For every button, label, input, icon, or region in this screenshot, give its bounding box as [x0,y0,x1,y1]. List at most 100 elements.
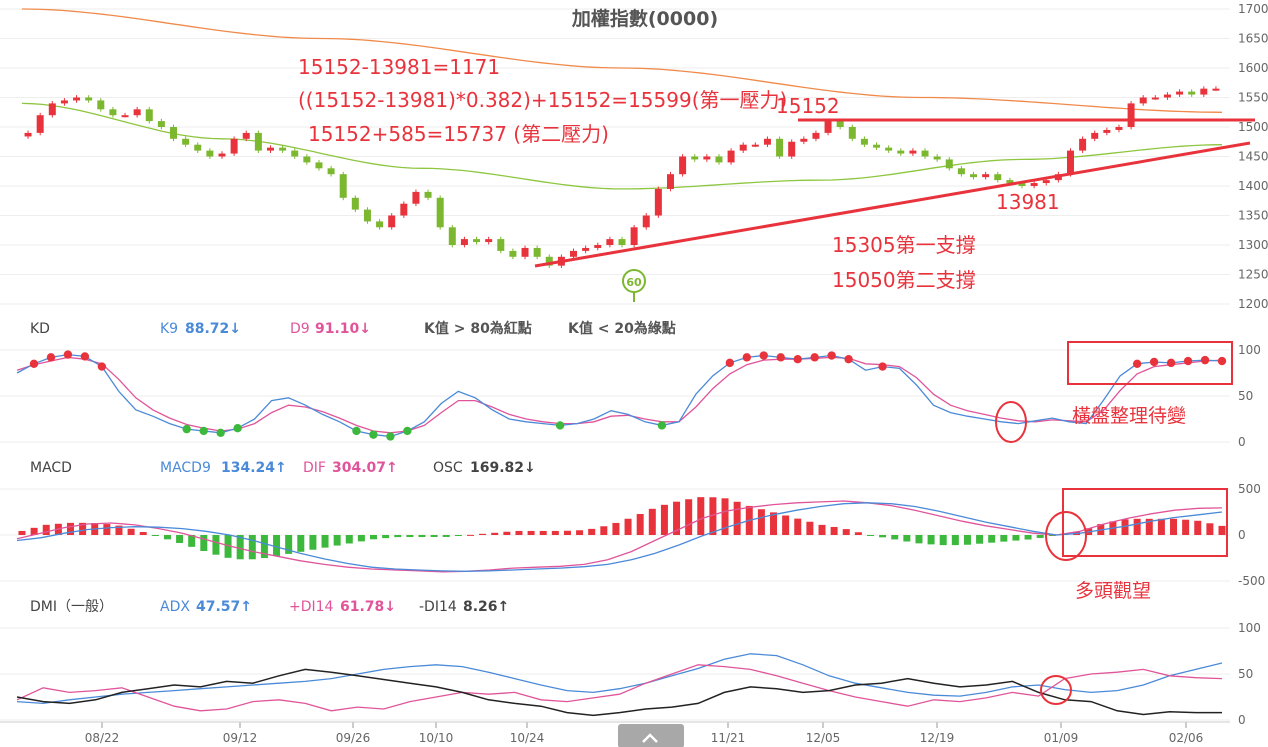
candle [279,145,287,153]
candle-body [679,156,687,175]
candle-body [412,191,420,204]
candle-body [606,239,614,245]
osc-bar [103,524,111,535]
candle-body [630,227,638,245]
osc-bar [903,535,911,542]
candle-body [121,115,129,118]
candle-body [48,103,56,116]
osc-bar [976,535,984,544]
osc-bar [1194,520,1202,535]
candle-body [1103,129,1111,133]
candle [703,154,711,162]
marker-60-text: 60 [626,276,642,289]
price-tick-label: 16500 [1238,32,1268,46]
dif-label: DIF [303,460,326,476]
candle [291,148,299,159]
candle [1212,86,1220,92]
candle-body [109,109,117,116]
candle [921,148,929,159]
macd-panel: MACD MACD9 134.24↑ DIF 304.07↑ OSC 169.8… [16,460,1265,602]
kd-red-dot [97,362,107,371]
scroll-up-button[interactable] [618,724,684,747]
kd-red-dot [1132,359,1142,368]
x-tick-label: 10/10 [419,731,454,745]
candle [885,145,893,153]
kd-red-dot [759,351,768,360]
candle-body [824,121,832,133]
candle [654,186,662,218]
price-tick-label: 15000 [1238,120,1268,134]
kd-red-dot [810,353,819,362]
kd-red-dot [63,350,73,359]
osc-bar [1157,518,1165,535]
candle [412,189,420,207]
candle [873,142,881,151]
osc-bar [1012,535,1020,541]
candle [1115,124,1123,133]
osc-bar [236,535,244,560]
candle [485,236,493,245]
candle-body [1042,180,1050,184]
osc-bar [212,535,220,555]
x-tick-label: 12/19 [920,731,955,745]
mdi-label: -DI14 [419,599,457,615]
candle [606,236,614,248]
candle [509,248,517,260]
candle [1151,95,1159,100]
kd-green-dot [233,424,242,433]
candle-body [1018,183,1026,186]
candle-body [618,239,626,245]
peak-label: 15152 [776,94,840,118]
candle [400,201,408,218]
osc-bar [576,530,584,535]
candle-body [533,247,541,257]
osc-bar [491,532,499,535]
osc-bar [418,535,426,538]
kd-red-dot [725,358,735,368]
price-y-axis: 17000 16500 16000 15500 15000 14500 14000 13500… [1238,2,1268,311]
osc-bar [891,535,899,540]
candle-body [860,138,868,145]
support-trend-line [534,141,1251,268]
osc-bar [430,535,438,538]
candle [145,106,153,124]
candle [1127,101,1135,130]
candle [1030,180,1038,189]
macd9-label: MACD9 [160,460,211,476]
kd-tick-label: 50 [1238,389,1253,403]
macd-highlight-box [1062,488,1228,557]
candle-body [1151,97,1159,100]
osc-bar [1133,518,1141,535]
candle-body [921,150,929,157]
candle-body [812,132,820,139]
candle-body [182,138,190,145]
kd-panel: KD K9 88.72↓ D9 91.10↓ K值 > 80為紅點 K值 < 2… [16,320,1261,449]
osc-bar [757,509,765,535]
k9-value: 88.72↓ [185,321,241,337]
osc-bar [79,522,87,535]
candle-body [291,150,299,157]
candle-body [521,247,529,257]
candle [1079,136,1087,153]
candle-body [303,156,311,163]
osc-bar [697,497,705,535]
dmi-tick-label: 50 [1238,667,1253,681]
candle-body [24,132,32,137]
candle [848,124,856,142]
d9-line [16,356,1223,434]
macd-y-axis: 500 0 -500 [1238,482,1265,588]
osc-bar [806,521,814,535]
candle [460,236,468,248]
candle-body [739,144,747,151]
candle-body [654,188,662,216]
candle-body [1091,132,1099,139]
candle-body [897,150,905,154]
formula-2: ((15152-13981)*0.382)+15152=15599(第一壓力) [298,88,787,112]
candle-body [206,150,214,157]
chart-title: 加權指數(0000) [571,7,718,30]
candle-body [485,239,493,243]
marker-60[interactable]: 60 [622,269,646,302]
candle [679,154,687,177]
pdi-value: 61.78↓ [340,599,396,615]
osc-bar [1036,535,1044,538]
